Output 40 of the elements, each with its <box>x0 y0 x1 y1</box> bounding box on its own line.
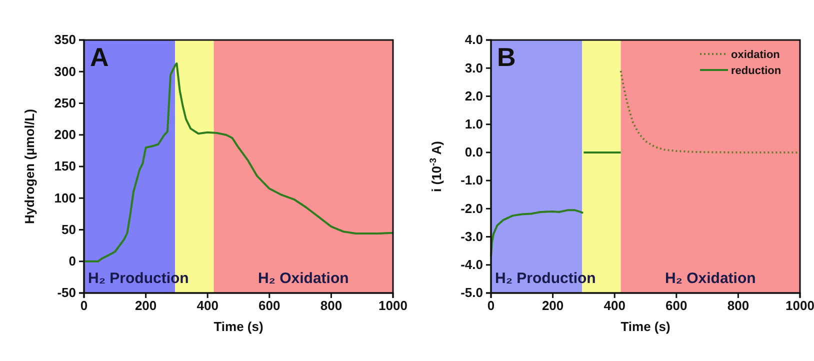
x-tick-label: 800 <box>320 298 342 314</box>
y-tick-label: 350 <box>54 32 76 48</box>
y-tick-label: 3.0 <box>464 60 483 76</box>
y-tick-label: 300 <box>54 64 76 79</box>
x-tick-label: 400 <box>196 298 218 314</box>
y-tick-label: 250 <box>54 95 76 110</box>
y-tick-label: 0.0 <box>464 144 483 160</box>
x-tick-label: 600 <box>666 298 688 314</box>
chart-title: B <box>497 42 516 72</box>
y-tick-label: 0 <box>68 254 76 269</box>
y-tick-label: -5.0 <box>460 285 483 300</box>
x-tick-label: 200 <box>134 298 157 314</box>
y-axis-title: Hydrogen (µmol/L) <box>22 108 37 224</box>
y-tick-label: 1.0 <box>464 116 483 132</box>
y-tick-label: 4.0 <box>464 32 483 48</box>
y-tick-label: -4.0 <box>460 257 483 272</box>
y-tick-label: 2.0 <box>464 88 483 104</box>
x-tick-label: 600 <box>258 298 280 314</box>
y-tick-label: 50 <box>62 222 76 237</box>
y-tick-label: 200 <box>54 127 76 142</box>
band-label: H₂ Oxidation <box>664 270 756 287</box>
chart-title: A <box>90 42 109 72</box>
legend-label: oxidation <box>731 49 780 61</box>
y-tick-label: -2.0 <box>460 200 483 216</box>
x-tick-label: 0 <box>487 298 495 314</box>
legend-label: reduction <box>731 65 782 77</box>
y-tick-label: 150 <box>54 158 76 174</box>
y-tick-label: -3.0 <box>460 228 483 244</box>
x-tick-label: 1000 <box>786 298 814 314</box>
band-label: H₂ Oxidation <box>258 270 349 287</box>
x-tick-label: 0 <box>80 298 88 314</box>
y-tick-label: 100 <box>54 190 76 206</box>
y-tick-label: -1.0 <box>460 172 483 188</box>
y-tick-label: -50 <box>57 285 76 300</box>
x-tick-label: 1000 <box>378 298 408 314</box>
x-tick-label: 400 <box>604 298 626 314</box>
x-axis-title: Time (s) <box>214 319 264 334</box>
x-tick-label: 800 <box>727 298 750 314</box>
x-tick-label: 200 <box>542 298 564 314</box>
x-axis-title: Time (s) <box>620 319 670 334</box>
